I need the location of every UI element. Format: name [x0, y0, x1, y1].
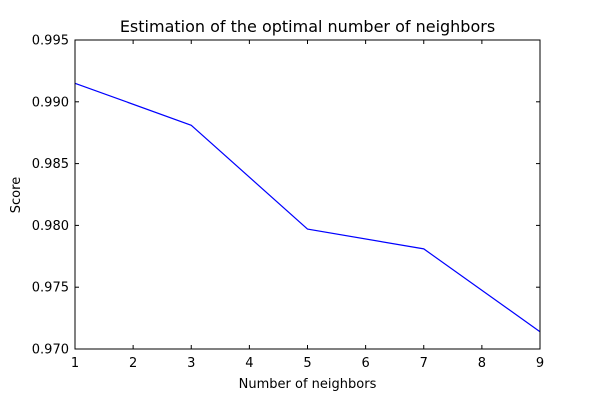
- series-line-0: [74, 82, 541, 333]
- y-tick-label-2: 0.980: [32, 219, 69, 234]
- y-tick-label-5: 0.995: [32, 34, 69, 49]
- x-tick-label-8: 9: [536, 356, 544, 371]
- y-axis-title: Score: [9, 177, 24, 213]
- x-tick-label-1: 2: [129, 356, 137, 371]
- y-tick-label-0: 0.970: [32, 343, 69, 358]
- x-tick-label-6: 7: [420, 356, 428, 371]
- x-tick-label-2: 3: [187, 356, 195, 371]
- chart-title: Estimation of the optimal number of neig…: [120, 17, 495, 36]
- y-tick-label-1: 0.975: [32, 281, 69, 296]
- x-tick-label-3: 4: [245, 356, 253, 371]
- x-tick-label-0: 1: [71, 356, 79, 371]
- y-tick-label-4: 0.990: [32, 95, 69, 110]
- plot-frame: [74, 39, 541, 350]
- x-tick-label-5: 6: [361, 356, 369, 371]
- y-tick-label-3: 0.985: [32, 157, 69, 172]
- plot-area: 1 2 3 4 5 6 7 8 9 0.970 0.975 0.980 0.985 0.990 0.995: [32, 34, 544, 372]
- x-axis-title: Number of neighbors: [239, 377, 377, 392]
- x-tick-label-4: 5: [303, 356, 311, 371]
- x-tick-label-7: 8: [478, 356, 486, 371]
